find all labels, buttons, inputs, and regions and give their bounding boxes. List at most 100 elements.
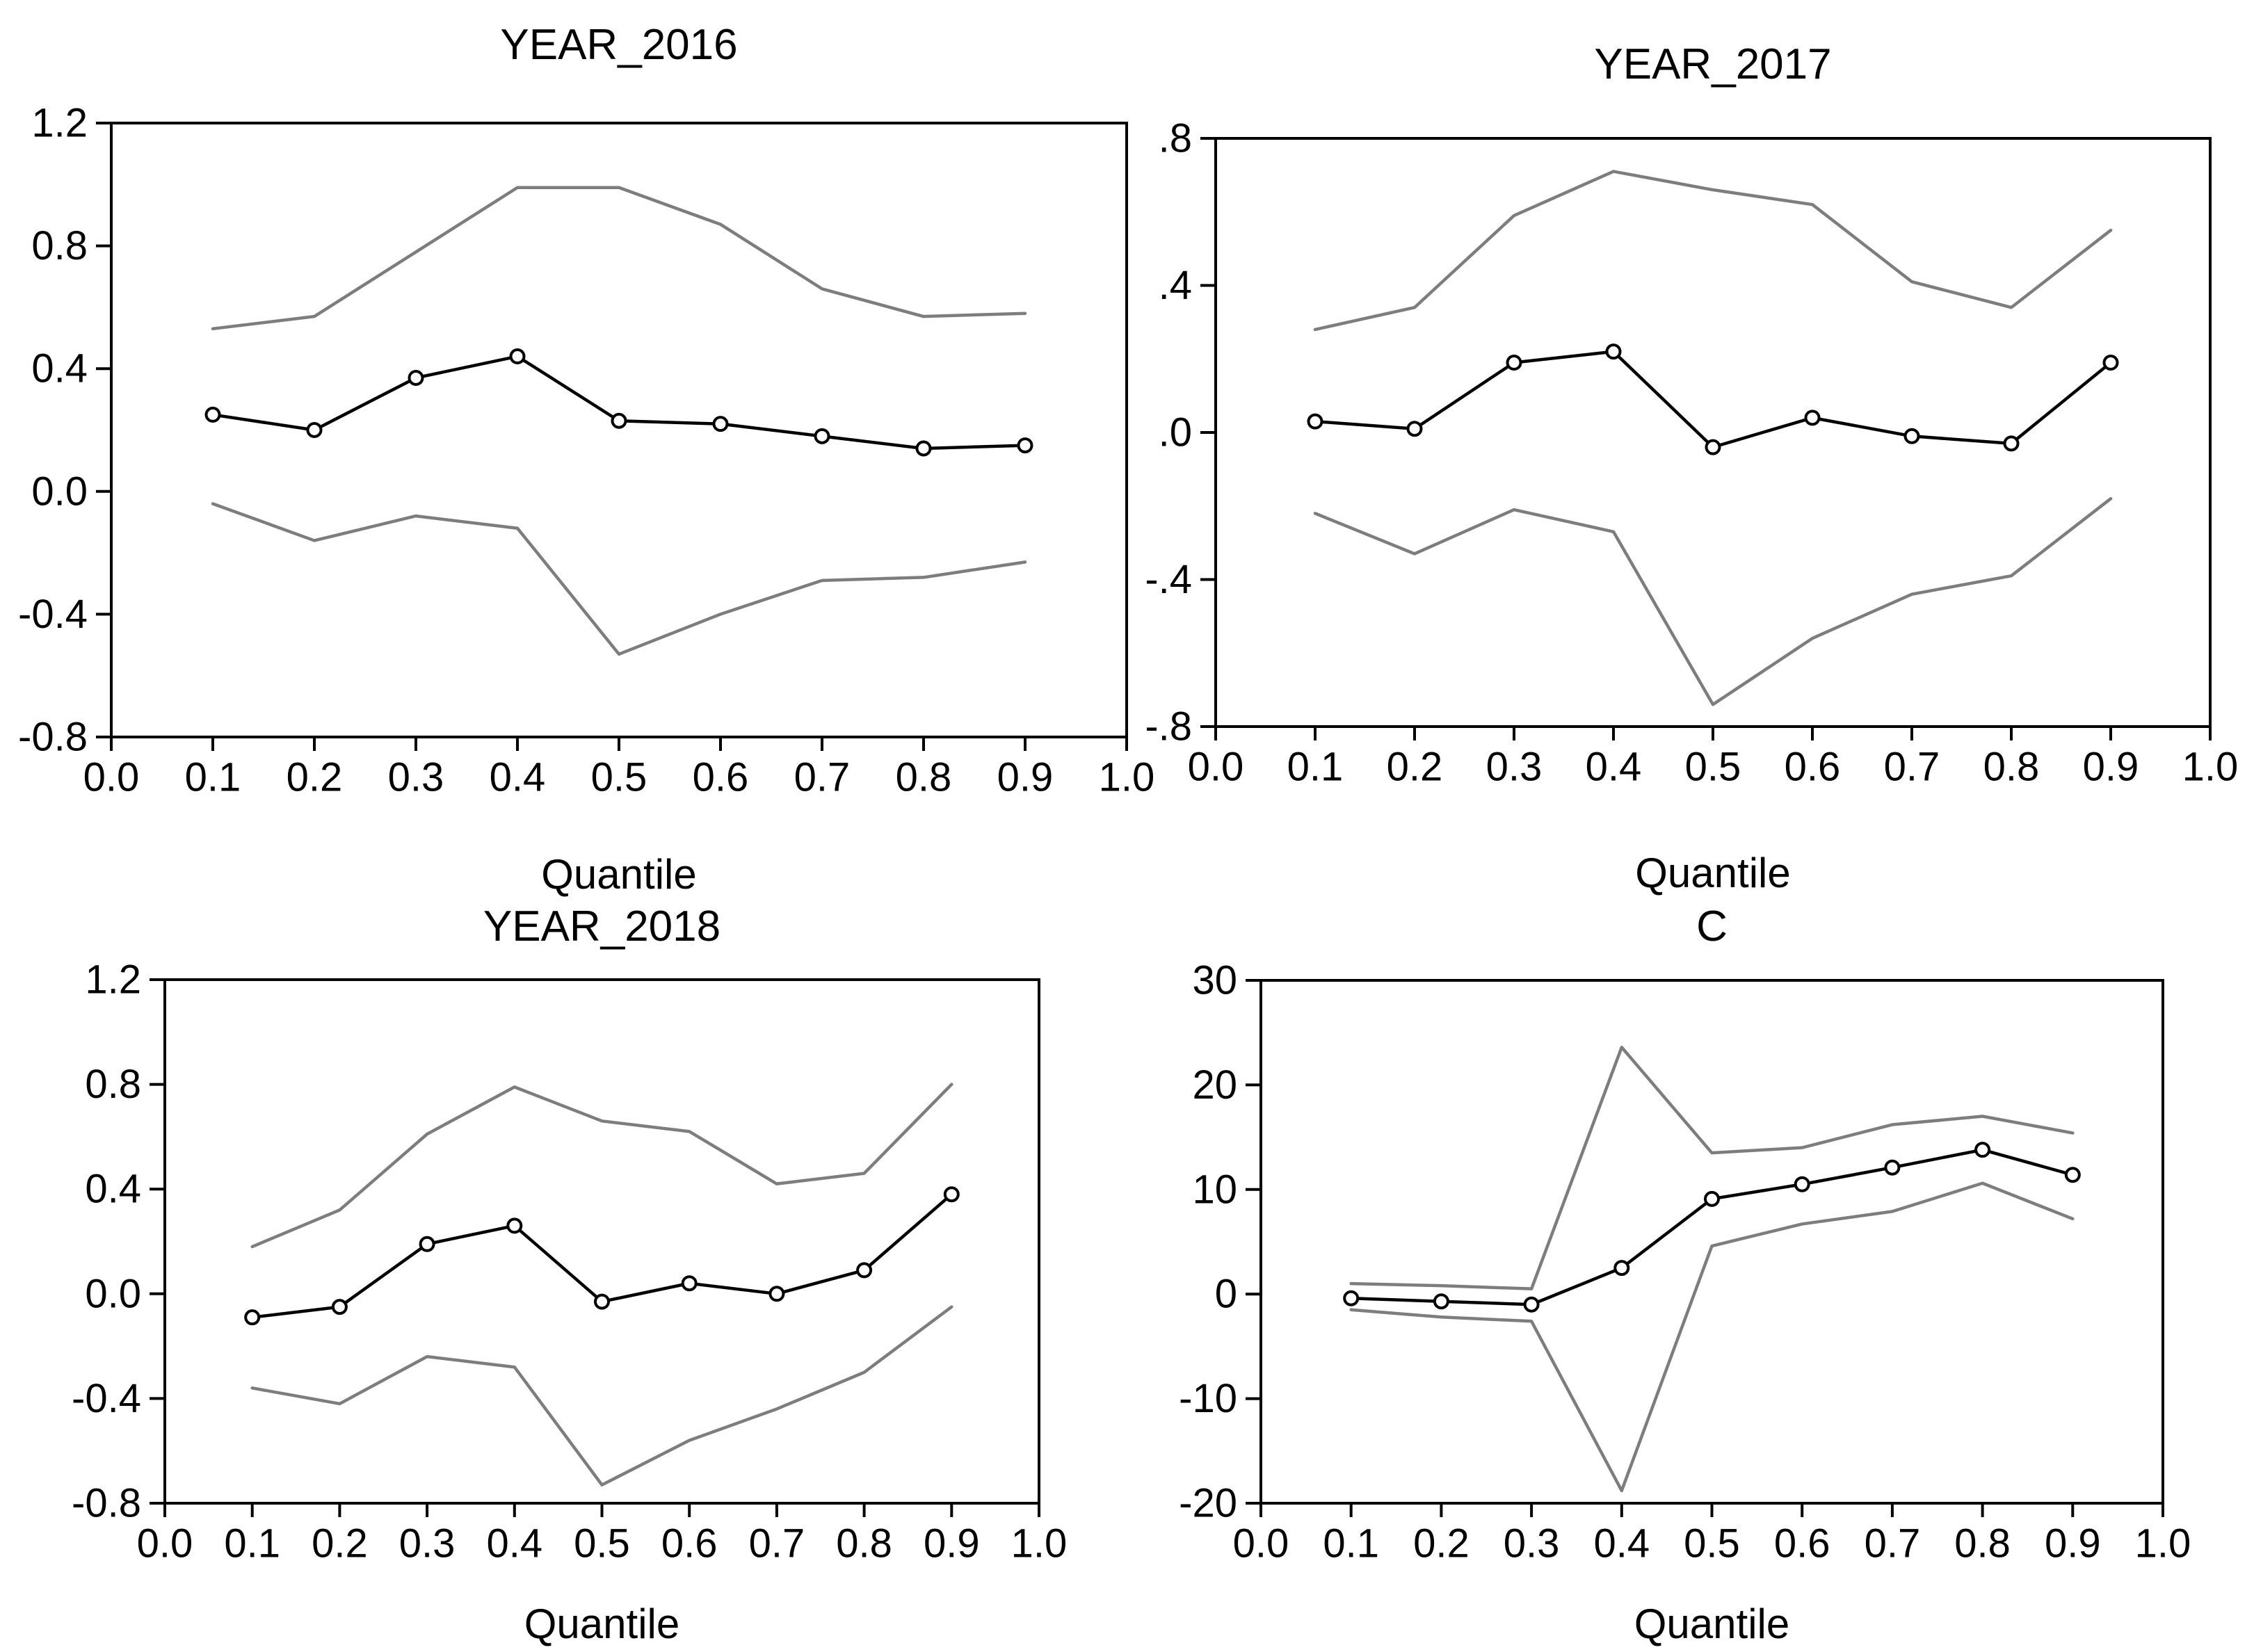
coefficient-marker	[594, 1293, 610, 1310]
x-tick-label: 0.2	[1387, 745, 1443, 790]
y-tick-label: 1.2	[85, 957, 141, 1003]
coefficient-marker	[1903, 428, 1920, 444]
x-tick-label: 0.9	[924, 1521, 980, 1566]
x-tick-label: 0.6	[661, 1521, 718, 1566]
x-tick-label: 0.8	[1954, 1521, 2011, 1566]
x-tick-label: 0.9	[997, 755, 1054, 800]
coefficient-marker	[2003, 435, 2020, 452]
y-tick-label: 0.8	[85, 1062, 141, 1107]
plot-frame	[110, 122, 1128, 738]
x-tick-label: 0.7	[749, 1521, 805, 1566]
x-tick-label: 0.4	[486, 1521, 542, 1566]
y-tick-label: 0.4	[31, 346, 88, 391]
coefficient-marker	[1406, 421, 1423, 437]
x-tick-label: 0.6	[1785, 745, 1841, 790]
x-tick-label: 0.8	[836, 1521, 892, 1566]
coefficient-marker	[681, 1275, 698, 1292]
coefficient-marker	[1017, 437, 1033, 454]
coefficient-marker	[331, 1299, 348, 1315]
coefficient-marker	[419, 1236, 435, 1252]
coefficient-marker	[1506, 355, 1522, 371]
x-tick-label: 0.2	[287, 755, 343, 800]
lower-confidence-band-line	[250, 1305, 953, 1487]
x-tick-label: 0.4	[1593, 1521, 1650, 1566]
y-tick-label: -20	[1179, 1481, 1237, 1526]
x-tick-label: 1.0	[2135, 1521, 2191, 1566]
chart-title-year-2018: YEAR_2018	[483, 902, 721, 950]
x-tick-label: 0.0	[83, 755, 140, 800]
x-tick-label: 0.4	[490, 755, 546, 800]
x-tick-label: 1.0	[2182, 745, 2239, 790]
x-tick-label: 0.2	[312, 1521, 368, 1566]
x-tick-label: 0.1	[1287, 745, 1344, 790]
coefficient-line	[211, 355, 1027, 451]
lower-confidence-band-line	[211, 502, 1027, 656]
upper-confidence-band-line	[250, 1083, 953, 1249]
coefficient-marker	[1307, 413, 1323, 430]
x-tick-label: 0.1	[224, 1521, 280, 1566]
x-tick-label: 1.0	[1099, 755, 1155, 800]
upper-confidence-band-line	[1313, 170, 2113, 332]
x-axis-title-year-2016: Quantile	[541, 851, 697, 898]
x-tick-label: 0.4	[1586, 745, 1642, 790]
coefficient-marker	[408, 369, 424, 386]
plot-frame	[1214, 137, 2212, 728]
y-tick-label: 0.8	[31, 223, 88, 268]
coefficient-marker	[2102, 355, 2119, 371]
x-tick-label: 0.1	[1323, 1521, 1379, 1566]
x-tick-label: 0.3	[1486, 745, 1543, 790]
y-tick-label: 0	[1215, 1272, 1237, 1317]
coefficient-marker	[1704, 1190, 1720, 1207]
coefficient-marker	[1884, 1159, 1901, 1176]
plot-frame	[1259, 979, 2164, 1505]
x-tick-label: 0.3	[399, 1521, 456, 1566]
upper-confidence-band-line	[211, 186, 1027, 331]
x-tick-label: 0.9	[2083, 745, 2139, 790]
x-tick-label: 0.9	[2045, 1521, 2101, 1566]
coefficient-marker	[915, 440, 932, 457]
coefficient-marker	[509, 348, 526, 365]
y-tick-label: 30	[1192, 958, 1237, 1003]
lower-confidence-band-line	[1313, 496, 2113, 706]
coefficient-marker	[1705, 439, 1721, 455]
x-tick-label: 0.0	[137, 1521, 193, 1566]
x-tick-label: 0.1	[185, 755, 241, 800]
x-tick-label: 0.7	[1865, 1521, 1921, 1566]
y-tick-label: -.4	[1145, 557, 1192, 602]
y-tick-label: 0.0	[31, 469, 88, 514]
coefficient-marker	[943, 1186, 960, 1203]
coefficient-marker	[768, 1286, 785, 1302]
x-axis-title-year-2018: Quantile	[524, 1601, 680, 1647]
x-tick-label: 0.6	[693, 755, 749, 800]
coefficient-marker	[506, 1217, 523, 1234]
coefficient-marker	[1613, 1260, 1630, 1277]
y-tick-label: -0.8	[18, 715, 88, 760]
y-tick-label: .0	[1159, 410, 1192, 455]
x-tick-label: 0.5	[591, 755, 647, 800]
y-tick-label: -0.4	[72, 1376, 141, 1421]
x-tick-label: 0.8	[1983, 745, 2040, 790]
x-axis-title-c: Quantile	[1634, 1601, 1790, 1647]
x-tick-label: 0.8	[896, 755, 952, 800]
chart-year-2017: .8 .4 .0 -.4 -.80.0 0.1 0.2 0.3 0.4 0.5 0.6 0.7 0.8 0…	[1145, 116, 2238, 790]
coefficient-marker	[1794, 1176, 1810, 1192]
coefficient-line	[1349, 1148, 2075, 1306]
coefficient-marker	[1605, 343, 1622, 360]
coefficient-marker	[712, 416, 729, 432]
y-tick-label: 1.2	[31, 101, 88, 146]
y-tick-label: 20	[1192, 1062, 1237, 1108]
x-tick-label: 0.0	[1188, 745, 1244, 790]
x-tick-label: 0.6	[1774, 1521, 1830, 1566]
coefficient-marker	[204, 406, 221, 423]
y-tick-label: -0.4	[18, 592, 88, 637]
x-tick-label: 0.2	[1413, 1521, 1470, 1566]
lower-confidence-band-line	[1349, 1181, 2075, 1493]
x-tick-label: 0.5	[1684, 1521, 1740, 1566]
coefficient-marker	[611, 412, 627, 429]
coefficient-marker	[1343, 1290, 1360, 1306]
y-tick-label: 0.4	[85, 1167, 141, 1212]
y-tick-label: -10	[1179, 1376, 1237, 1421]
chart-year-2018: 1.20.80.40.0-0.4-0.80.0 0.1 0.2 0.3 0.4 0.5 0.…	[72, 957, 1067, 1566]
x-tick-label: 0.0	[1233, 1521, 1289, 1566]
